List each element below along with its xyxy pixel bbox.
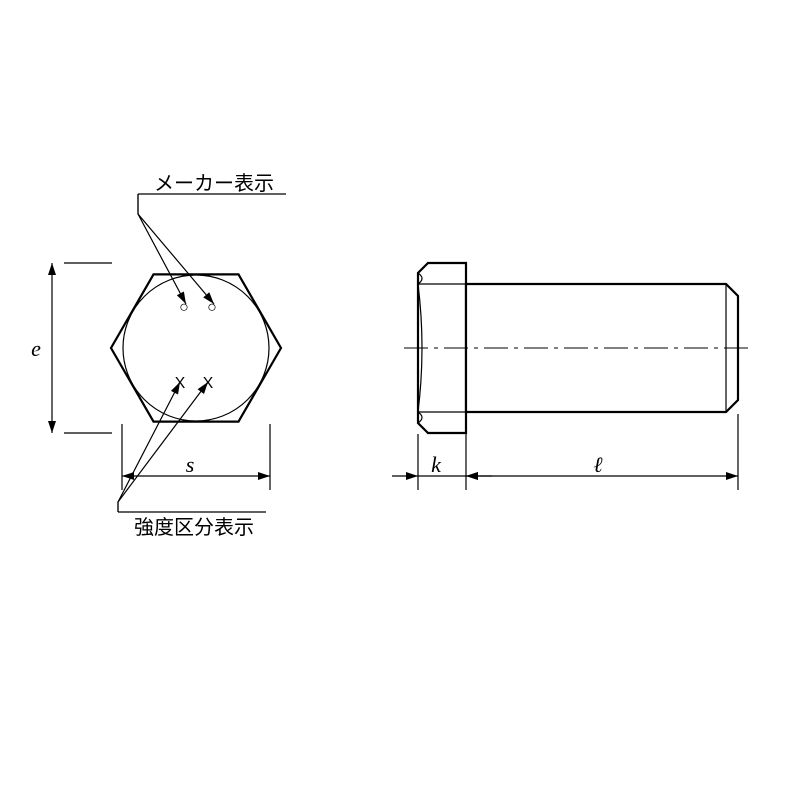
dim-label-l: ℓ (593, 452, 603, 477)
callout-maker-label: メーカー表示 (154, 172, 274, 195)
dim-label-k: k (431, 452, 442, 477)
callout-strength-label: 強度区分表示 (134, 516, 254, 539)
dim-label-e: e (31, 336, 41, 361)
dim-label-s: s (186, 452, 195, 477)
technical-drawing: ○○XXesメーカー表示強度区分表示kℓ (0, 0, 800, 800)
hex-head-outline (111, 274, 281, 421)
